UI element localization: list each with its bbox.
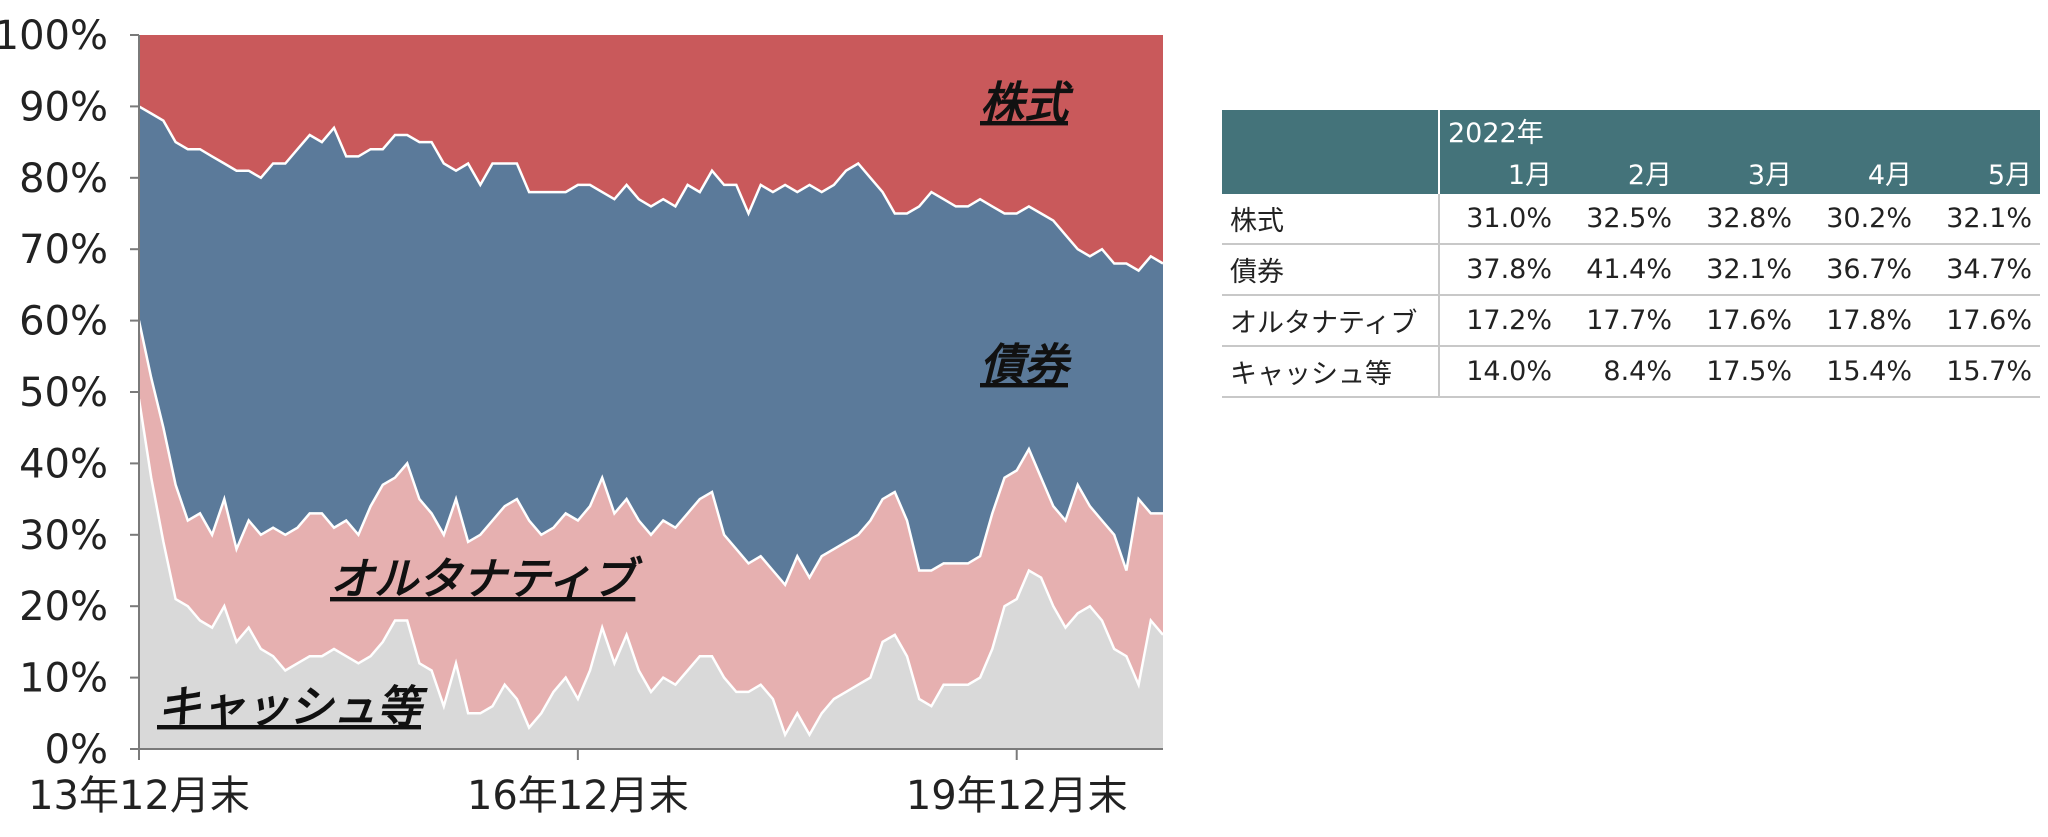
y-tick-label: 0%: [45, 727, 108, 773]
alternative-series-label: オルタナティブ: [330, 554, 643, 605]
x-tick-label: 13年12月末: [28, 773, 250, 819]
table-month-header: 2月: [1560, 150, 1680, 194]
table-row-label: 債券: [1222, 244, 1440, 296]
table-month-header: 4月: [1800, 150, 1920, 194]
area-boundary-lines: [137, 105, 1164, 738]
equity-area: [139, 35, 1163, 271]
stacked-area-chart: 0% 10% 20% 30% 40% 50% 60% 70% 80% 90% 100% 13年12月…: [0, 13, 1164, 819]
table-cell: 17.6%: [1680, 295, 1800, 347]
table-row-label: オルタナティブ: [1222, 295, 1440, 347]
bond-area: [139, 106, 1163, 585]
table-row: 債券 37.8% 41.4% 32.1% 36.7% 34.7%: [1222, 244, 2040, 296]
table-cell: 17.5%: [1680, 346, 1800, 398]
table-year-header: 2022年: [1438, 110, 2040, 150]
allocation-table: 2022年 1月 2月 3月 4月 5月 株式 31.0% 32.5% 32.8…: [1222, 110, 2040, 398]
cash-upper-boundary-line: [137, 398, 1164, 738]
table-cell: 17.7%: [1560, 295, 1680, 347]
y-tick-label: 90%: [19, 84, 108, 130]
table-year-row: 2022年: [1222, 110, 2040, 194]
x-tick-label: 16年12月末: [467, 773, 689, 819]
table-cell: 32.5%: [1560, 194, 1680, 245]
y-tick-label: 10%: [19, 656, 108, 702]
table-row-label: 株式: [1222, 194, 1440, 245]
y-tick-label: 80%: [19, 156, 108, 202]
table-month-header: 3月: [1680, 150, 1800, 194]
table-row: キャッシュ等 14.0% 8.4% 17.5% 15.4% 15.7%: [1222, 346, 2040, 398]
table-row: オルタナティブ 17.2% 17.7% 17.6% 17.8% 17.6%: [1222, 295, 2040, 347]
table-cell: 30.2%: [1800, 194, 1920, 245]
table-cell: 15.7%: [1920, 346, 2040, 398]
area-layers: [139, 35, 1163, 749]
table-month-header: 1月: [1438, 150, 1560, 194]
alternative-area: [139, 320, 1163, 735]
y-tick-label: 70%: [19, 227, 108, 273]
y-tick-label: 20%: [19, 584, 108, 630]
table-cell: 32.1%: [1920, 194, 2040, 245]
y-tick-label: 40%: [19, 441, 108, 487]
table-cell: 14.0%: [1439, 346, 1560, 398]
equity-series-label: 株式: [980, 78, 1074, 129]
y-axis-ticks: 0% 10% 20% 30% 40% 50% 60% 70% 80% 90% 100%: [0, 13, 139, 773]
table-cell: 36.7%: [1800, 244, 1920, 296]
x-tick-label: 19年12月末: [906, 773, 1128, 819]
table-corner-cell: [1222, 110, 1439, 194]
table-month-header: 5月: [1920, 150, 2040, 194]
x-axis-ticks: 13年12月末 16年12月末 19年12月末: [28, 749, 1128, 819]
table-row-label: キャッシュ等: [1222, 346, 1440, 398]
table-month-row: 1月 2月 3月 4月 5月: [1222, 150, 2040, 194]
table-row: 株式 31.0% 32.5% 32.8% 30.2% 32.1%: [1222, 194, 2040, 245]
table-cell: 34.7%: [1920, 244, 2040, 296]
table-cell: 17.8%: [1800, 295, 1920, 347]
series-labels: 株式 債券 オルタナティブ キャッシュ等: [157, 78, 1074, 733]
table-cell: 37.8%: [1439, 244, 1560, 296]
table-cell: 41.4%: [1560, 244, 1680, 296]
table-cell: 32.1%: [1680, 244, 1800, 296]
cash-area: [139, 399, 1163, 749]
y-tick-label: 60%: [19, 299, 108, 345]
table-cell: 31.0%: [1439, 194, 1560, 245]
table-cell: 17.6%: [1920, 295, 2040, 347]
bond-upper-boundary-line: [138, 105, 1164, 273]
table-cell: 17.2%: [1439, 295, 1560, 347]
y-tick-label: 30%: [19, 513, 108, 559]
cash-series-label: キャッシュ等: [157, 682, 428, 733]
y-tick-label: 100%: [0, 13, 108, 59]
y-tick-label: 50%: [19, 370, 108, 416]
alternative-upper-boundary-line: [137, 320, 1163, 588]
table-cell: 8.4%: [1560, 346, 1680, 398]
bond-series-label: 債券: [980, 340, 1072, 391]
table-cell: 32.8%: [1680, 194, 1800, 245]
table-cell: 15.4%: [1800, 346, 1920, 398]
